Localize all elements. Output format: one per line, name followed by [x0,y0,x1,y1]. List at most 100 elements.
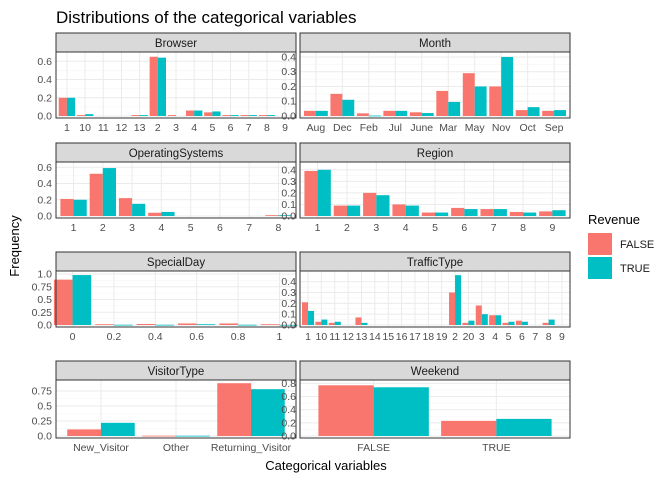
bar-region-1-true [317,169,331,216]
bar-traffictype-6-false [515,320,522,325]
panel-border [299,51,571,119]
bar-traffictype-1-false [302,302,309,325]
bar-traffictype-8-false [542,322,549,325]
x-tick-label: June [410,122,433,134]
y-tick-label: 0.4 [281,276,296,288]
bar-visitortype-new-visitor-true [101,422,135,436]
x-tick-label: 10 [79,122,91,134]
x-tick-label: 6 [461,222,467,234]
bar-browser-2-false [149,56,158,116]
bar-specialday-0-2-true [113,324,133,326]
x-tick-label: New_Visitor [73,442,129,454]
x-tick-label: 17 [409,331,421,343]
panel-border [299,270,571,328]
bar-browser-4-true [194,110,203,116]
bar-month-dec-true [342,99,355,116]
bar-browser-8-true [266,115,276,116]
panel-browser: Browser 0.0 0.2 0.4 0.6 1 10 11 12 13 2 3 4 5 6 7 8 9 [37,32,297,134]
y-tick-label: 0.6 [281,391,296,403]
y-tick-label: 0.3 [281,176,296,188]
y-tick-label: 0.2 [281,81,296,93]
panel-weekend: Weekend 0.0 0.20.40.60.8 FALSE TRUE [281,360,571,454]
y-tick-label: 0.0 [37,431,52,443]
x-tick-label: Sep [545,122,564,134]
y-tick-label: 0.25 [32,307,53,319]
x-tick-label: 5 [188,222,194,234]
bar-operatingsystems-4-false [148,212,162,216]
bar-browser-1-true [66,97,76,116]
bar-traffictype-13-true [361,322,368,325]
x-tick-label: 1 [64,122,70,134]
x-tick-label: 7 [491,222,497,234]
bar-traffictype-5-false [502,322,509,325]
x-tick-label: Other [163,442,190,454]
x-tick-label: 6 [228,122,234,134]
x-tick-label: 8 [546,331,552,343]
x-tick-label: Mar [439,122,458,134]
strip-label-visitortype: VisitorType [148,366,205,378]
bar-traffictype-11-true [334,321,341,325]
strip-label-traffictype: TrafficType [407,257,463,269]
bar-specialday-0-false [53,279,73,325]
x-tick-label: 19 [436,331,448,343]
x-tick-label: 12 [342,331,354,343]
bar-month-jul-false [383,110,396,116]
panel-operatingsystems: OperatingSystems 0.0 0.2 0.4 0.6 1 2 3 4 5 6 7 8 [37,142,297,234]
bar-specialday-0-8-true [238,324,257,326]
x-tick-label: 0 [70,331,76,343]
bar-region-7-false [480,209,494,216]
strip-label-weekend: Weekend [411,366,459,378]
x-tick-label: 20 [463,331,475,343]
bar-specialday-0-2-false [95,324,114,326]
x-tick-label: 15 [382,331,394,343]
panel-border [299,161,571,219]
y-tick-label: 0.4 [281,404,296,416]
x-tick-label: 3 [373,222,379,234]
strip-label-specialday: SpecialDay [147,257,205,269]
x-tick-label: 2 [100,222,106,234]
x-tick-label: 7 [246,222,252,234]
bar-month-aug-false [303,110,316,116]
bar-region-9-false [539,211,553,216]
bar-region-2-true [346,205,361,216]
bar-weekend-false-true [373,387,429,436]
y-tick-label: 0.25 [32,416,53,428]
bar-browser-6-true [230,115,239,116]
x-tick-label: 7 [532,331,538,343]
bar-specialday-1-true [279,324,299,326]
bar-browser-7-false [240,115,249,116]
x-tick-label: 2 [155,122,161,134]
x-tick-label: FALSE [357,442,390,454]
bar-region-8-true [523,212,537,216]
y-tick-label: 0.75 [32,281,53,293]
bar-visitortype-new-visitor-false [67,429,101,436]
x-tick-label: 5 [506,331,512,343]
bar-month-mar-false [436,90,449,116]
bar-region-7-true [493,209,507,216]
x-tick-label: 1 [71,222,77,234]
x-tick-label: 7 [246,122,252,134]
bar-weekend-false-false [318,385,374,436]
bar-traffictype-8-true [548,319,555,325]
bar-month-jul-true [395,110,408,116]
bar-region-9-true [552,210,566,216]
y-tick-label: 0.2 [281,417,296,429]
chart-title: Distributions of the categorical variabl… [56,8,356,27]
x-tick-label: 1 [305,331,311,343]
bar-browser-1-false [58,97,67,116]
bar-region-3-false [363,192,377,216]
bar-traffictype-4-false [489,315,496,325]
bar-region-6-false [451,207,465,216]
bar-traffictype-2-false [449,292,456,325]
bar-month-mar-true [448,101,461,116]
x-tick-label: 3 [129,222,135,234]
bar-specialday-0-4-true [155,324,174,326]
y-tick-label: 0.4 [281,164,296,176]
panel-month: Month 0.0 0.1 0.2 0.3 0.4 Aug Dec Feb Jul June Mar M… [281,32,571,134]
y-tick-label: 0.75 [32,386,53,398]
x-tick-label: 11 [329,331,340,343]
x-tick-label: 2 [344,222,350,234]
x-tick-label: 16 [396,331,408,343]
